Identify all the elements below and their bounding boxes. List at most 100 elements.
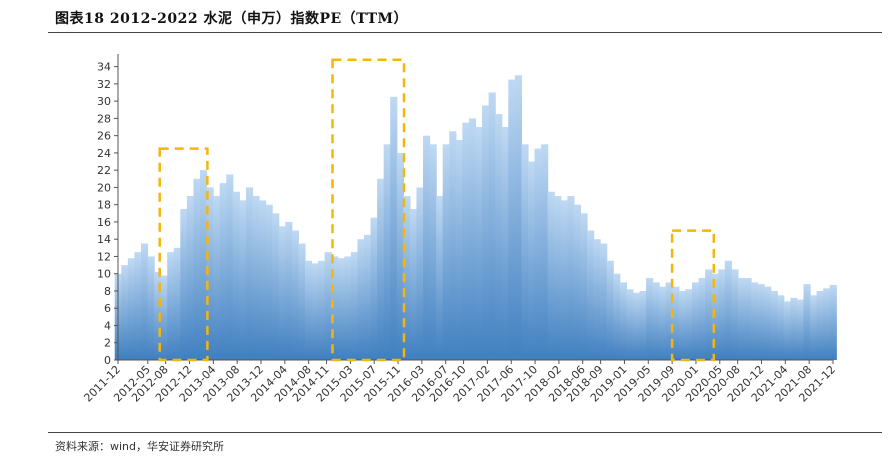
area-bar xyxy=(206,187,214,360)
area-bar xyxy=(436,196,444,360)
area-bar xyxy=(685,289,693,360)
area-bar xyxy=(613,273,621,360)
area-bar xyxy=(482,105,490,361)
area-bar xyxy=(751,282,759,360)
area-bar xyxy=(527,161,536,360)
area-bar xyxy=(134,252,142,360)
area-bar xyxy=(239,200,247,360)
area-bar xyxy=(423,135,431,360)
title-divider xyxy=(48,32,882,33)
area-bar xyxy=(252,196,260,360)
area-bar xyxy=(390,96,398,360)
area-bar xyxy=(160,275,168,360)
y-tick-label: 20 xyxy=(97,181,111,194)
source-note: 资料来源：wind，华安证券研究所 xyxy=(55,440,225,453)
area-bar xyxy=(554,196,562,360)
area-bar xyxy=(324,252,332,360)
area-bar xyxy=(560,200,568,360)
area-bar xyxy=(285,221,293,360)
area-bar xyxy=(449,131,457,360)
y-tick-label: 10 xyxy=(97,268,111,281)
area-bar xyxy=(298,243,306,360)
area-bar xyxy=(403,196,411,360)
area-bar xyxy=(705,269,713,360)
y-tick-label: 22 xyxy=(97,164,111,177)
y-tick-label: 32 xyxy=(97,78,111,91)
area-bar xyxy=(147,256,155,360)
area-bar xyxy=(468,118,477,361)
area-bar xyxy=(127,258,135,360)
y-tick-label: 12 xyxy=(97,250,111,263)
area-bar xyxy=(311,263,319,360)
highlight-box xyxy=(670,229,716,362)
area-bar xyxy=(272,213,280,360)
area-bar xyxy=(587,230,595,360)
y-tick-label: 24 xyxy=(97,147,111,160)
area-bar xyxy=(245,187,254,360)
area-bar xyxy=(764,286,772,360)
area-bar xyxy=(495,114,503,360)
area-series xyxy=(114,75,837,361)
area-bar xyxy=(232,191,240,360)
area-bar xyxy=(416,187,424,360)
area-bar xyxy=(711,273,719,360)
area-bar xyxy=(213,196,221,360)
area-bar xyxy=(521,144,529,360)
area-bar xyxy=(691,282,700,360)
area-bar xyxy=(501,127,509,360)
area-bar xyxy=(646,278,654,360)
area-bar xyxy=(731,269,739,360)
area-bar xyxy=(140,243,149,360)
y-tick-label: 30 xyxy=(97,95,111,108)
area-bar xyxy=(547,191,555,360)
area-bar xyxy=(626,289,634,360)
area-bar xyxy=(573,204,582,360)
area-bar xyxy=(278,226,286,360)
area-bar xyxy=(173,247,181,360)
y-tick-label: 2 xyxy=(104,337,111,350)
area-bar xyxy=(593,239,601,360)
y-tick-label: 18 xyxy=(97,199,111,212)
area-bar xyxy=(678,290,687,360)
area-bar xyxy=(810,295,818,360)
area-bar xyxy=(803,284,811,360)
area-bar xyxy=(744,278,752,360)
area-bar xyxy=(659,286,667,360)
area-bar xyxy=(154,271,162,360)
area-bar xyxy=(462,122,470,361)
area-bar xyxy=(724,260,732,360)
area-bar xyxy=(770,290,778,360)
area-bar xyxy=(783,301,791,360)
area-bar xyxy=(665,282,673,360)
area-bar xyxy=(475,127,483,360)
area-bar xyxy=(383,144,391,360)
area-bar xyxy=(304,260,313,360)
area-bar xyxy=(632,292,641,360)
chart-title: 图表18 2012-2022 水泥（申万）指数PE（TTM） xyxy=(55,11,409,27)
area-bar xyxy=(186,196,195,360)
y-tick-label: 26 xyxy=(97,130,111,143)
y-tick-label: 28 xyxy=(97,112,111,125)
pe-area-chart: 02468101214161820222426283032342011-1220… xyxy=(81,54,838,405)
area-bar xyxy=(193,178,201,360)
area-bar xyxy=(652,282,660,360)
area-bar xyxy=(737,278,746,360)
area-bar xyxy=(350,252,359,360)
area-bar xyxy=(672,286,680,360)
area-bar xyxy=(200,170,208,360)
area-bar xyxy=(796,299,805,360)
area-bar xyxy=(219,183,227,360)
y-tick-label: 8 xyxy=(104,285,111,298)
area-bar xyxy=(718,269,726,360)
area-bar xyxy=(429,144,437,360)
y-tick-label: 34 xyxy=(97,61,111,74)
area-bar xyxy=(829,284,837,360)
y-tick-label: 16 xyxy=(97,216,111,229)
y-tick-label: 14 xyxy=(97,233,111,246)
area-bar xyxy=(541,144,549,360)
area-bar xyxy=(377,178,385,360)
area-bar xyxy=(167,252,175,360)
area-bar xyxy=(455,139,463,360)
area-bar xyxy=(357,239,365,360)
area-bar xyxy=(265,204,273,360)
